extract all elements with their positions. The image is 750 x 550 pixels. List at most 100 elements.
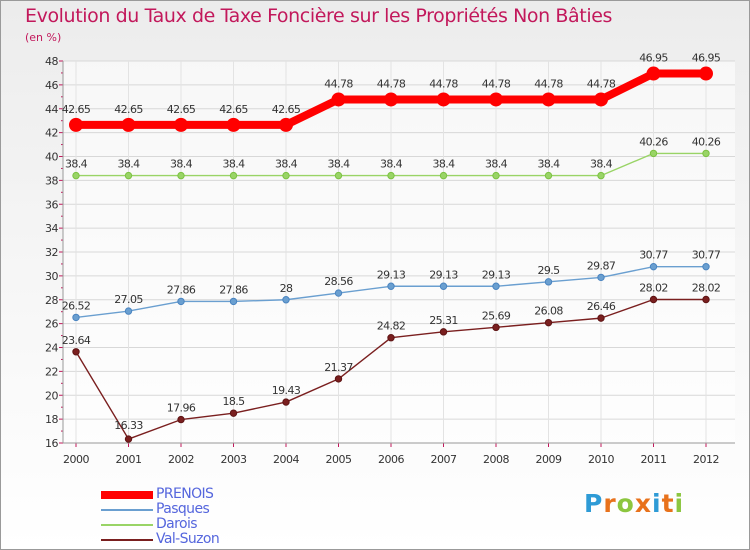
data-point-pasques [649,262,658,271]
y-tick-label: 24 [45,342,58,355]
data-label-val-suzon: 18.5 [222,395,245,408]
data-label-pasques: 28.56 [324,275,353,288]
data-point-darois [702,149,710,158]
data-point-val-suzon [124,435,133,443]
y-tick-label: 48 [45,55,58,68]
data-point-val-suzon [177,415,185,424]
data-point-pasques [124,307,133,315]
data-point-prenois [331,92,346,107]
data-point-prenois [174,117,188,132]
legend-swatch [101,539,153,541]
data-label-pasques: 29.87 [587,259,616,272]
data-point-darois [72,171,80,180]
data-label-pasques: 28 [280,282,293,295]
data-point-darois [334,171,343,180]
data-point-darois [177,171,185,180]
x-tick-label: 2001 [116,453,142,466]
data-label-prenois: 44.78 [377,77,406,90]
data-point-darois [124,171,133,180]
data-point-pasques [702,262,710,271]
x-tick-label: 2010 [588,453,614,466]
data-label-prenois: 42.65 [114,103,143,116]
data-point-pasques [282,296,290,304]
data-label-pasques: 30.77 [639,249,668,262]
y-tick-label: 32 [45,246,58,259]
data-point-val-suzon [702,295,710,304]
data-point-pasques [597,273,605,282]
data-point-val-suzon [544,318,553,327]
data-point-pasques [492,282,500,290]
data-point-val-suzon [334,375,343,383]
y-tick-label: 26 [45,318,58,331]
data-point-prenois [279,117,293,132]
y-tick-label: 36 [45,198,58,211]
data-point-prenois [226,117,241,132]
data-point-val-suzon [597,314,605,322]
data-label-val-suzon: 24.82 [377,320,406,333]
data-label-darois: 40.26 [639,135,668,148]
data-label-val-suzon: 25.31 [429,314,458,327]
data-point-val-suzon [282,398,290,406]
legend-swatch [101,491,153,499]
data-label-prenois: 44.78 [482,77,511,90]
data-point-prenois [489,92,503,107]
data-label-darois: 38.4 [170,158,193,171]
data-label-darois: 38.4 [65,158,88,171]
data-point-darois [439,171,448,180]
x-tick-label: 2009 [536,453,562,466]
y-tick-label: 22 [45,365,58,378]
y-tick-label: 30 [45,270,58,283]
data-label-pasques: 29.13 [429,268,458,281]
data-point-prenois [646,66,661,81]
data-point-val-suzon [387,334,395,342]
legend-label: PRENOIS [156,486,214,502]
data-label-val-suzon: 26.08 [534,305,563,318]
data-label-val-suzon: 17.96 [167,402,196,415]
x-tick-label: 2005 [326,453,352,466]
x-tick-label: 2012 [693,453,719,466]
data-point-darois [229,171,238,180]
legend-swatch [101,509,153,511]
data-point-prenois [69,117,83,132]
legend-label: Darois [156,516,198,532]
y-tick-label: 42 [45,127,58,140]
data-label-pasques: 26.52 [62,299,91,312]
data-label-darois: 38.4 [590,158,613,171]
y-tick-label: 38 [45,174,58,187]
data-point-val-suzon [439,328,448,336]
data-point-pasques [177,297,185,306]
x-tick-label: 2007 [431,453,457,466]
x-tick-label: 2000 [63,453,89,466]
data-label-val-suzon: 28.02 [692,282,721,295]
y-tick-label: 44 [45,103,58,116]
data-point-darois [649,149,658,158]
x-tick-label: 2003 [221,453,247,466]
data-point-darois [282,171,290,180]
data-label-val-suzon: 28.02 [639,282,668,295]
data-label-pasques: 27.05 [114,293,143,306]
x-tick-label: 2006 [378,453,404,466]
y-tick-label: 34 [45,222,58,235]
data-point-prenois [384,92,398,107]
data-label-pasques: 29.5 [537,264,560,277]
data-point-prenois [541,92,556,107]
data-label-prenois: 46.95 [692,52,721,65]
data-point-pasques [72,313,80,322]
data-point-prenois [121,117,136,132]
data-point-val-suzon [72,348,80,356]
data-label-darois: 38.4 [432,158,455,171]
data-label-prenois: 44.78 [429,77,458,90]
data-point-val-suzon [492,323,500,332]
data-label-prenois: 42.65 [167,103,196,116]
data-label-val-suzon: 21.37 [324,361,353,374]
proxiti-logo: Proxiti [584,489,685,518]
data-label-prenois: 42.65 [62,103,91,116]
y-tick-label: 16 [45,437,58,450]
chart-title: Evolution du Taux de Taxe Foncière sur l… [25,5,613,27]
x-tick-label: 2011 [641,453,667,466]
data-point-darois [544,171,553,180]
y-tick-label: 28 [45,294,58,307]
data-point-darois [492,171,500,180]
